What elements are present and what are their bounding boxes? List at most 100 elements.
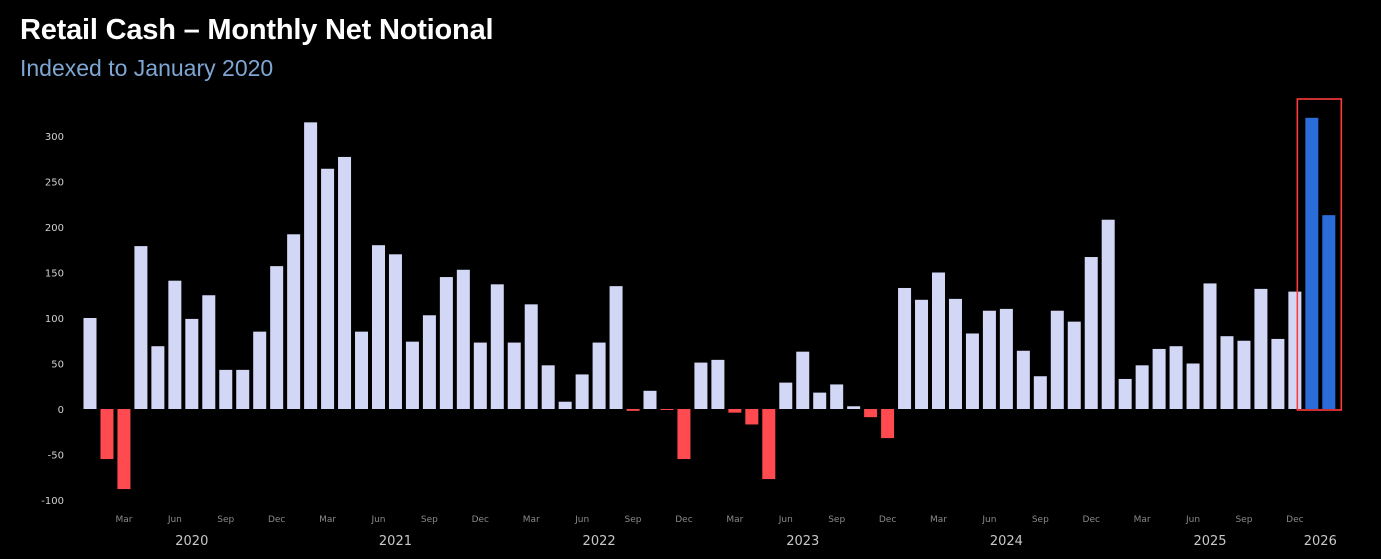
bar [151, 346, 165, 409]
bar [1271, 338, 1285, 409]
y-tick-label: 250 [45, 178, 64, 189]
bar [236, 369, 250, 409]
y-tick-label: 50 [51, 360, 64, 371]
bar [1169, 346, 1183, 409]
month-tick-label: Sep [217, 515, 234, 525]
bar [168, 280, 182, 409]
bar [830, 384, 844, 409]
bar [287, 234, 301, 409]
chart-title: Retail Cash – Monthly Net Notional [20, 14, 494, 46]
bar [864, 409, 878, 418]
bar [643, 390, 657, 409]
bar [473, 342, 487, 409]
month-tick-label: Sep [421, 515, 438, 525]
bar [100, 409, 114, 460]
y-tick-label: -100 [41, 496, 64, 507]
month-tick-label: Jun [981, 515, 996, 525]
bar [711, 359, 725, 409]
bar [999, 308, 1013, 409]
y-tick-label: 200 [45, 223, 64, 234]
x-axis: Mar Jun Sep Dec Mar Jun Sep Dec Mar Jun Sep Dec Mar J… [115, 515, 1336, 549]
bar [338, 156, 352, 409]
bar [677, 409, 691, 460]
year-label: 2022 [583, 534, 616, 549]
bar [134, 246, 148, 409]
year-label: 2021 [379, 534, 412, 549]
month-tick-label: Mar [115, 515, 132, 525]
year-label: 2020 [175, 534, 208, 549]
bar [219, 369, 233, 409]
month-tick-label: Jun [370, 515, 385, 525]
month-tick-label: Dec [268, 515, 285, 525]
chart-subtitle: Indexed to January 2020 [20, 55, 274, 81]
bar [405, 341, 419, 409]
bar [1152, 348, 1166, 409]
bar [490, 284, 504, 409]
bar [694, 362, 708, 409]
month-tick-label: Sep [1235, 515, 1252, 525]
bar [881, 409, 895, 439]
month-tick-label: Jun [1185, 515, 1200, 525]
y-tick-label: 150 [45, 269, 64, 280]
bar [270, 266, 284, 409]
bar [185, 318, 199, 409]
highlight-box-group [1296, 98, 1343, 411]
month-tick-label: Mar [726, 515, 743, 525]
bar [558, 401, 572, 409]
month-tick-label: Sep [625, 515, 642, 525]
bar [321, 168, 335, 409]
bar [1118, 378, 1132, 409]
month-tick-label: Dec [1083, 515, 1100, 525]
month-tick-label: Mar [319, 515, 336, 525]
bar [796, 351, 810, 409]
month-tick-label: Jun [167, 515, 182, 525]
bar [660, 409, 674, 410]
month-tick-label: Dec [1286, 515, 1303, 525]
bar [1186, 363, 1200, 409]
bar [965, 333, 979, 409]
bar [83, 318, 97, 409]
bar [1067, 321, 1081, 409]
y-axis: -100 -50 0 50 100 150 200 250 300 [41, 132, 64, 507]
bar [592, 342, 606, 409]
bar [1101, 219, 1115, 409]
bar [1135, 365, 1149, 409]
bar [253, 331, 267, 409]
bar [982, 310, 996, 409]
y-tick-label: 300 [45, 132, 64, 143]
bar [1288, 291, 1302, 409]
y-tick-label: 0 [58, 405, 64, 416]
bar [847, 406, 861, 409]
bar [1237, 340, 1251, 409]
bar [371, 245, 385, 409]
y-tick-label: -50 [48, 451, 64, 462]
bar [1322, 215, 1336, 409]
bar [355, 331, 369, 409]
bar [609, 286, 623, 409]
year-label: 2024 [990, 534, 1023, 549]
month-tick-label: Dec [472, 515, 489, 525]
month-tick-label: Jun [778, 515, 793, 525]
bar [117, 409, 131, 490]
bar [1203, 283, 1217, 409]
bar [439, 277, 453, 409]
month-tick-label: Dec [879, 515, 896, 525]
month-tick-label: Mar [930, 515, 947, 525]
bar [626, 409, 640, 411]
bar [948, 298, 962, 409]
bar [745, 409, 759, 425]
month-tick-label: Sep [1032, 515, 1049, 525]
bars [83, 117, 1336, 490]
bar [779, 382, 793, 409]
bar [422, 315, 436, 409]
bar [575, 374, 589, 409]
bar [507, 342, 521, 409]
bar [456, 269, 470, 409]
month-tick-label: Dec [675, 515, 692, 525]
bar [524, 304, 538, 409]
bar [1305, 117, 1319, 410]
bar [1254, 288, 1268, 409]
year-label: 2026 [1304, 534, 1337, 549]
bar [762, 409, 776, 480]
